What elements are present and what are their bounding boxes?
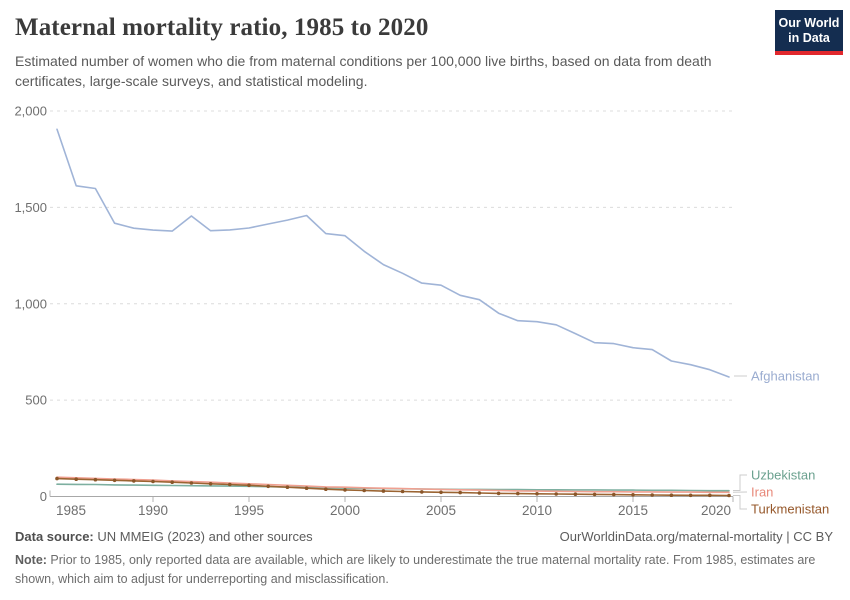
entity-label-iran[interactable]: Iran	[751, 485, 773, 500]
data-source: Data source: UN MMEIG (2023) and other s…	[15, 529, 313, 544]
x-tick-label: 2020	[701, 503, 731, 518]
series-marker-turkmenistan	[420, 490, 424, 494]
series-line-turkmenistan[interactable]	[56, 477, 730, 497]
data-source-label: Data source:	[15, 529, 94, 544]
chart-plot-area[interactable]	[50, 96, 733, 497]
series-marker-turkmenistan	[112, 478, 117, 483]
series-marker-turkmenistan	[573, 492, 578, 497]
series-marker-turkmenistan	[247, 483, 251, 488]
series-marker-turkmenistan	[727, 493, 731, 498]
series-marker-turkmenistan	[516, 491, 520, 496]
series-marker-turkmenistan	[74, 477, 78, 482]
series-marker-turkmenistan	[362, 488, 367, 493]
license-badge: | CC BY	[782, 529, 833, 544]
series-marker-turkmenistan	[266, 484, 271, 489]
footnote: Note: Prior to 1985, only reported data …	[15, 551, 841, 589]
footnote-text: Prior to 1985, only reported data are av…	[15, 553, 816, 586]
series-marker-turkmenistan	[324, 487, 328, 492]
series-marker-turkmenistan	[151, 479, 155, 484]
x-tick-label: 1985	[56, 503, 86, 518]
series-marker-turkmenistan	[631, 493, 635, 497]
y-tick-label: 0	[40, 489, 47, 504]
x-tick-label: 1990	[138, 503, 168, 518]
series-marker-turkmenistan	[228, 482, 232, 487]
logo-text-line2: in Data	[788, 31, 830, 45]
series-marker-turkmenistan	[669, 493, 674, 498]
credit-line: OurWorldinData.org/maternal-mortality | …	[560, 529, 833, 544]
series-marker-turkmenistan	[439, 490, 443, 495]
series-marker-turkmenistan	[189, 481, 194, 485]
label-leader-uzbekistan	[733, 474, 747, 491]
owid-url-link[interactable]: OurWorldinData.org/maternal-mortality	[559, 529, 783, 544]
series-marker-turkmenistan	[496, 491, 501, 496]
entity-label-turkmenistan[interactable]: Turkmenistan	[751, 502, 829, 517]
y-tick-label: 1,500	[14, 200, 47, 215]
series-marker-turkmenistan	[592, 492, 597, 497]
series-marker-turkmenistan	[554, 492, 558, 496]
chart-footer: Data source: UN MMEIG (2023) and other s…	[15, 529, 833, 544]
entity-label-uzbekistan[interactable]: Uzbekistan	[751, 468, 815, 483]
series-marker-turkmenistan	[208, 482, 213, 486]
x-tick-label: 2010	[522, 503, 552, 518]
series-marker-turkmenistan	[650, 493, 654, 497]
series-marker-turkmenistan	[285, 485, 290, 490]
series-marker-turkmenistan	[535, 492, 539, 496]
y-tick-label: 2,000	[14, 104, 47, 119]
x-tick-label: 2015	[618, 503, 648, 518]
series-marker-turkmenistan	[400, 489, 405, 494]
series-marker-turkmenistan	[477, 491, 482, 495]
owid-logo[interactable]: Our World in Data	[775, 10, 843, 55]
series-line-afghanistan[interactable]	[56, 128, 730, 378]
label-leader-turkmenistan	[733, 495, 747, 510]
series-marker-turkmenistan	[132, 479, 136, 483]
y-tick-label: 1,000	[14, 296, 47, 311]
series-marker-turkmenistan	[612, 492, 616, 497]
page-title: Maternal mortality ratio, 1985 to 2020	[15, 14, 429, 41]
series-marker-turkmenistan	[708, 493, 712, 498]
entity-label-afghanistan[interactable]: Afghanistan	[751, 369, 820, 384]
chart-header: Maternal mortality ratio, 1985 to 2020 E…	[15, 14, 765, 92]
data-source-text: UN MMEIG (2023) and other sources	[93, 529, 313, 544]
series-marker-turkmenistan	[55, 476, 59, 481]
series-marker-turkmenistan	[170, 480, 174, 485]
x-tick-label: 2000	[330, 503, 360, 518]
x-tick-label: 2005	[426, 503, 456, 518]
logo-text-line1: Our World	[778, 16, 840, 30]
series-marker-turkmenistan	[304, 486, 309, 491]
series-marker-turkmenistan	[93, 477, 98, 482]
series-marker-turkmenistan	[343, 488, 347, 492]
series-marker-turkmenistan	[688, 493, 693, 498]
series-line-iran[interactable]	[56, 476, 730, 494]
y-tick-label: 500	[25, 393, 47, 408]
footnote-label: Note:	[15, 553, 47, 567]
x-tick-label: 1995	[234, 503, 264, 518]
chart-subtitle: Estimated number of women who die from m…	[15, 53, 712, 90]
series-marker-turkmenistan	[458, 490, 463, 495]
series-marker-turkmenistan	[381, 489, 386, 493]
